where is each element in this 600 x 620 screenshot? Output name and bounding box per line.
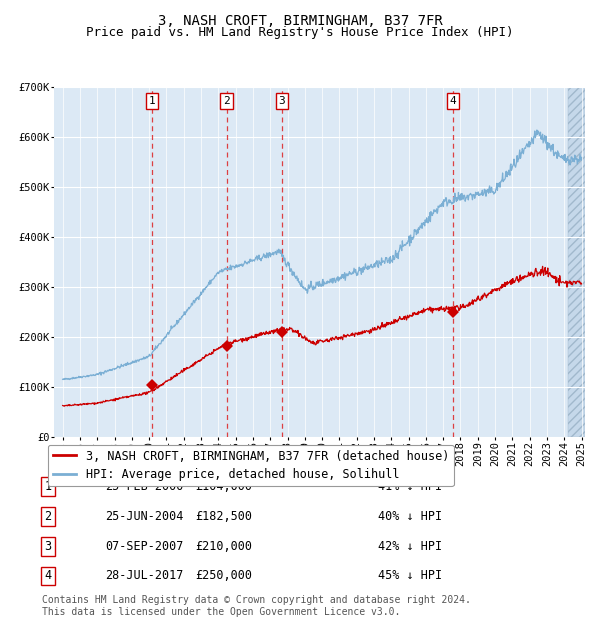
Text: 07-SEP-2007: 07-SEP-2007 [105, 540, 184, 552]
Text: 4: 4 [44, 570, 52, 582]
Text: 3: 3 [44, 540, 52, 552]
Text: £210,000: £210,000 [195, 540, 252, 552]
Bar [568, 87, 585, 437]
Text: 28-JUL-2017: 28-JUL-2017 [105, 570, 184, 582]
Text: 2: 2 [44, 510, 52, 523]
Text: 25-FEB-2000: 25-FEB-2000 [105, 480, 184, 493]
Text: Price paid vs. HM Land Registry's House Price Index (HPI): Price paid vs. HM Land Registry's House … [86, 26, 514, 39]
Text: £250,000: £250,000 [195, 570, 252, 582]
Text: Contains HM Land Registry data © Crown copyright and database right 2024.
This d: Contains HM Land Registry data © Crown c… [42, 595, 471, 617]
Text: 2: 2 [223, 96, 230, 106]
Text: 3: 3 [278, 96, 286, 106]
Text: 3, NASH CROFT, BIRMINGHAM, B37 7FR: 3, NASH CROFT, BIRMINGHAM, B37 7FR [158, 14, 442, 28]
Text: 42% ↓ HPI: 42% ↓ HPI [378, 540, 442, 552]
Legend: 3, NASH CROFT, BIRMINGHAM, B37 7FR (detached house), HPI: Average price, detache: 3, NASH CROFT, BIRMINGHAM, B37 7FR (deta… [48, 445, 454, 486]
Text: 25-JUN-2004: 25-JUN-2004 [105, 510, 184, 523]
Text: 1: 1 [44, 480, 52, 493]
Text: £182,500: £182,500 [195, 510, 252, 523]
Text: 41% ↓ HPI: 41% ↓ HPI [378, 480, 442, 493]
Text: 45% ↓ HPI: 45% ↓ HPI [378, 570, 442, 582]
Text: £104,000: £104,000 [195, 480, 252, 493]
Text: 40% ↓ HPI: 40% ↓ HPI [378, 510, 442, 523]
Text: 4: 4 [449, 96, 457, 106]
Text: 1: 1 [148, 96, 155, 106]
